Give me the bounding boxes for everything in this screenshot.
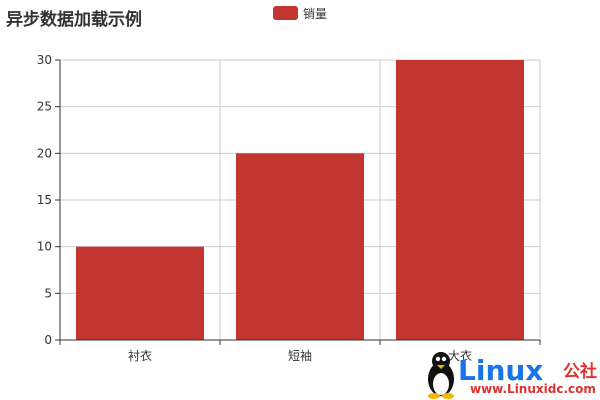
legend[interactable]: 销量 [273, 6, 327, 21]
y-axis-ticks: 0 5 10 15 20 25 30 [37, 53, 60, 347]
watermark-url: www.Linuxidc.com [470, 382, 596, 396]
bar-0[interactable] [76, 246, 204, 340]
watermark-brand-cn: 公社 [563, 361, 597, 382]
x-tick-label-1: 短袖 [288, 348, 312, 363]
x-tick-label-0: 衬衣 [128, 348, 152, 363]
bars [76, 60, 524, 340]
bar-1[interactable] [236, 153, 364, 340]
y-tick-label-2: 10 [37, 240, 52, 254]
penguin-logo-icon [428, 352, 454, 399]
bar-2[interactable] [396, 60, 524, 340]
x-axis-ticks: 衬衣 短袖 大衣 [59, 340, 541, 363]
legend-swatch [273, 6, 298, 20]
watermark-brand: Linux [458, 354, 543, 387]
x-tick-label-2: 大衣 [448, 348, 472, 363]
y-tick-label-3: 15 [37, 193, 52, 207]
y-tick-label-0: 0 [44, 333, 52, 347]
y-tick-label-5: 25 [37, 100, 52, 114]
y-tick-label-4: 20 [37, 146, 52, 160]
y-tick-label-1: 5 [44, 286, 52, 300]
y-tick-label-6: 30 [37, 53, 52, 67]
legend-label: 销量 [303, 7, 327, 21]
chart-title: 异步数据加载示例 [6, 9, 142, 30]
watermark: Linux 公社 www.Linuxidc.com [428, 352, 597, 399]
